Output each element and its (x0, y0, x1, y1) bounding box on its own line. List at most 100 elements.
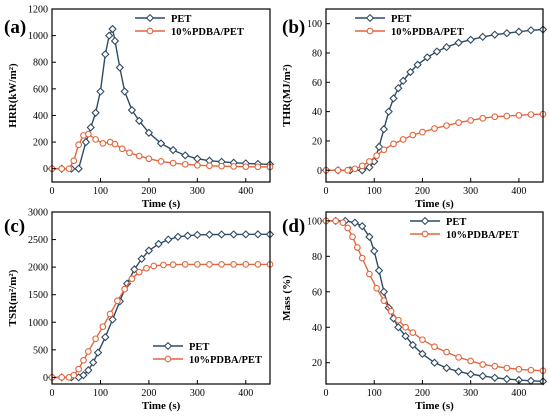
series-pet-point (398, 76, 408, 86)
series-pdba-pet-point (339, 219, 347, 226)
series-pet-point (135, 116, 144, 125)
panel-letter: (a) (4, 17, 26, 38)
series-pet-point (413, 60, 422, 69)
y-axis-label: Mass (%) (281, 275, 293, 321)
panel-letter: (b) (282, 17, 305, 38)
series-pdba-pet-point (143, 264, 150, 272)
series-pdba-pet-point (467, 117, 475, 124)
series-pet-point (156, 139, 166, 148)
y-tick-label: 800 (33, 58, 48, 69)
series-pet-point (217, 230, 226, 239)
series-pdba-pet-point (218, 162, 225, 170)
x-tick-label: 0 (50, 186, 55, 197)
series-pdba-pet-point (358, 162, 366, 170)
series-pet-point (144, 246, 154, 255)
series-pdba-pet-point (373, 152, 380, 159)
series-pet-point (241, 230, 250, 239)
series-pdba-pet-point (366, 270, 373, 278)
legend-label: 10%PDBA/PET (446, 230, 519, 241)
series-pet-point (164, 235, 173, 244)
y-tick-label: 1500 (28, 290, 48, 301)
series-pet-point (384, 107, 393, 116)
panel-letter: (c) (4, 216, 25, 237)
series-pet-point (357, 222, 367, 231)
series-pdba-pet-point (118, 145, 126, 153)
series-pdba-pet-point (206, 162, 213, 170)
legend-swatch-marker (421, 230, 429, 238)
series-pdba-pet-point (503, 364, 511, 372)
y-tick-label: 1200 (28, 5, 48, 16)
series-pet-point (454, 38, 463, 47)
legend-label: PET (189, 342, 209, 353)
series-pdba-pet-point (399, 136, 407, 143)
series-pdba-pet-point (58, 165, 66, 173)
legend-swatch-marker (366, 27, 374, 35)
x-axis-label: Time (s) (415, 198, 454, 210)
series-pdba-pet-point (431, 343, 438, 351)
series-pdba-pet-point (181, 261, 189, 268)
x-tick-label: 0 (50, 388, 55, 399)
x-tick-label: 300 (463, 186, 478, 197)
series-pet-point (93, 348, 103, 357)
series-pdba-pet-point (70, 371, 78, 379)
x-tick-label: 100 (93, 186, 108, 197)
plot-frame (51, 8, 271, 183)
series-pdba-pet-point (254, 261, 262, 268)
series-pdba-pet-point (121, 285, 129, 293)
x-tick-label: 400 (511, 186, 526, 197)
x-tick-label: 300 (190, 186, 205, 197)
series-pet-point (408, 340, 417, 350)
series-pet-point (432, 47, 442, 56)
series-pdba-pet-point (380, 146, 388, 154)
legend-swatch-marker (420, 216, 430, 226)
series-pdba-pet-point (479, 114, 487, 122)
y-tick-label: 3000 (28, 208, 48, 219)
series-pet-point (401, 331, 410, 341)
series-pdba-pet-point (92, 335, 99, 343)
series-pet-point (442, 363, 451, 373)
y-tick-label: 100 (307, 19, 322, 30)
legend-label: PET (446, 217, 466, 228)
series-pdba-pet-point (527, 366, 535, 374)
legend-swatch-marker (145, 13, 155, 23)
x-tick-label: 100 (367, 186, 382, 197)
series-pdba-pet-point (344, 166, 352, 174)
series-pdba-pet-point (373, 284, 380, 292)
series-pet-point (108, 24, 117, 34)
series-pdba-pet-point (351, 165, 359, 173)
series-pet-point (454, 367, 463, 376)
series-pdba-pet-point (515, 111, 523, 119)
series-pet-point (430, 358, 439, 367)
series-pdba-pet-point (65, 165, 73, 173)
series-pet-point (229, 230, 238, 239)
series-pdba-pet-point (181, 160, 189, 168)
y-tick-label: 400 (33, 111, 48, 122)
y-tick-label: 2500 (28, 235, 48, 246)
x-tick-label: 200 (141, 388, 156, 399)
series-pet-point (193, 230, 202, 240)
panel-b: 0 100 200 300 400 0 20 40 60 80 100 Time (s) THR(MJ/… (281, 8, 548, 210)
series-pdba-pet-point (193, 161, 201, 169)
x-tick-label: 400 (238, 388, 253, 399)
series-pdba-pet-point (366, 158, 373, 165)
series-pdba-pet-point (242, 261, 250, 268)
x-tick-label: 400 (238, 186, 253, 197)
series-pdba-pet-point (70, 157, 78, 165)
series-pet-point (374, 142, 384, 151)
series-pet-point (442, 42, 451, 52)
series-pdba-pet-point (99, 140, 107, 147)
series-pdba-pet-point (135, 152, 143, 160)
y-tick-label: 600 (33, 84, 48, 95)
series-pet-point (526, 26, 536, 35)
series-pdba-pet-point (206, 261, 213, 268)
series-pet-point (173, 232, 183, 241)
y-tick-label: 2000 (28, 263, 48, 274)
series-pet-point (423, 53, 432, 62)
series-pdba-pet-point (431, 125, 438, 132)
series-pdba-pet-point (80, 356, 87, 364)
series-pet-point (502, 29, 512, 38)
series-pdba-pet-point (380, 297, 388, 305)
y-tick-label: 40 (312, 107, 322, 118)
series-pdba-pet-point (394, 316, 402, 324)
series-pdba-pet-point (84, 348, 92, 355)
